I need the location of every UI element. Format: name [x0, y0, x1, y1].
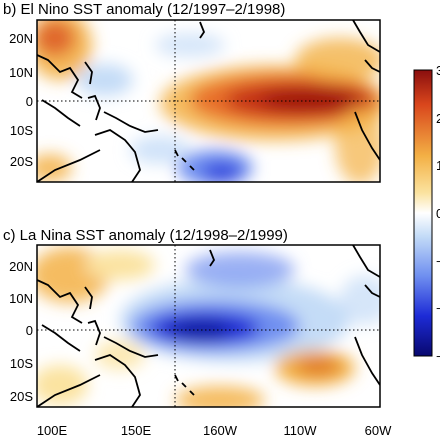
- x-tick: 160W: [203, 423, 238, 438]
- panel-c-ytick: 10S: [10, 356, 33, 371]
- panel-c-title: c) La Nina SST anomaly (12/1998–2/1999): [3, 227, 288, 244]
- colorbar-tick: −1: [436, 254, 440, 269]
- colorbar-tick: 1: [436, 158, 440, 173]
- colorbar-tick: 0: [436, 206, 440, 221]
- panel-b-ytick: 0: [26, 94, 33, 109]
- panel-c-ytick: 10N: [9, 291, 33, 306]
- colorbar-tick: 3: [436, 63, 440, 78]
- panel-b-frame: [36, 19, 381, 183]
- panel-b-title: b) El Nino SST anomaly (12/1997–2/1998): [3, 1, 285, 18]
- colorbar-tick: 2: [436, 111, 440, 126]
- colorbar-tick: −3: [436, 349, 440, 364]
- panel-c-ytick: 0: [26, 323, 33, 338]
- panel-c-anomaly-field: [37, 245, 380, 407]
- panel-b-anomaly-field: [37, 20, 380, 182]
- panel-c-ytick: 20N: [9, 259, 33, 274]
- x-tick: 150E: [121, 423, 152, 438]
- colorbar-tick: −2: [436, 301, 440, 316]
- panel-b-coastlines: [37, 20, 380, 182]
- x-tick: 60W: [365, 423, 392, 438]
- panel-c-frame: [36, 244, 381, 408]
- panel-b-ytick: 20S: [10, 154, 33, 169]
- panel-b-ytick: 10S: [10, 123, 33, 138]
- x-tick: 100E: [37, 423, 68, 438]
- panel-b-ytick: 20N: [9, 31, 33, 46]
- x-tick: 110W: [284, 423, 318, 438]
- panel-b-ytick: 10N: [9, 65, 33, 80]
- colorbar: [413, 69, 433, 357]
- panel-c-ytick: 20S: [10, 389, 33, 404]
- panel-c-coastlines: [37, 245, 380, 407]
